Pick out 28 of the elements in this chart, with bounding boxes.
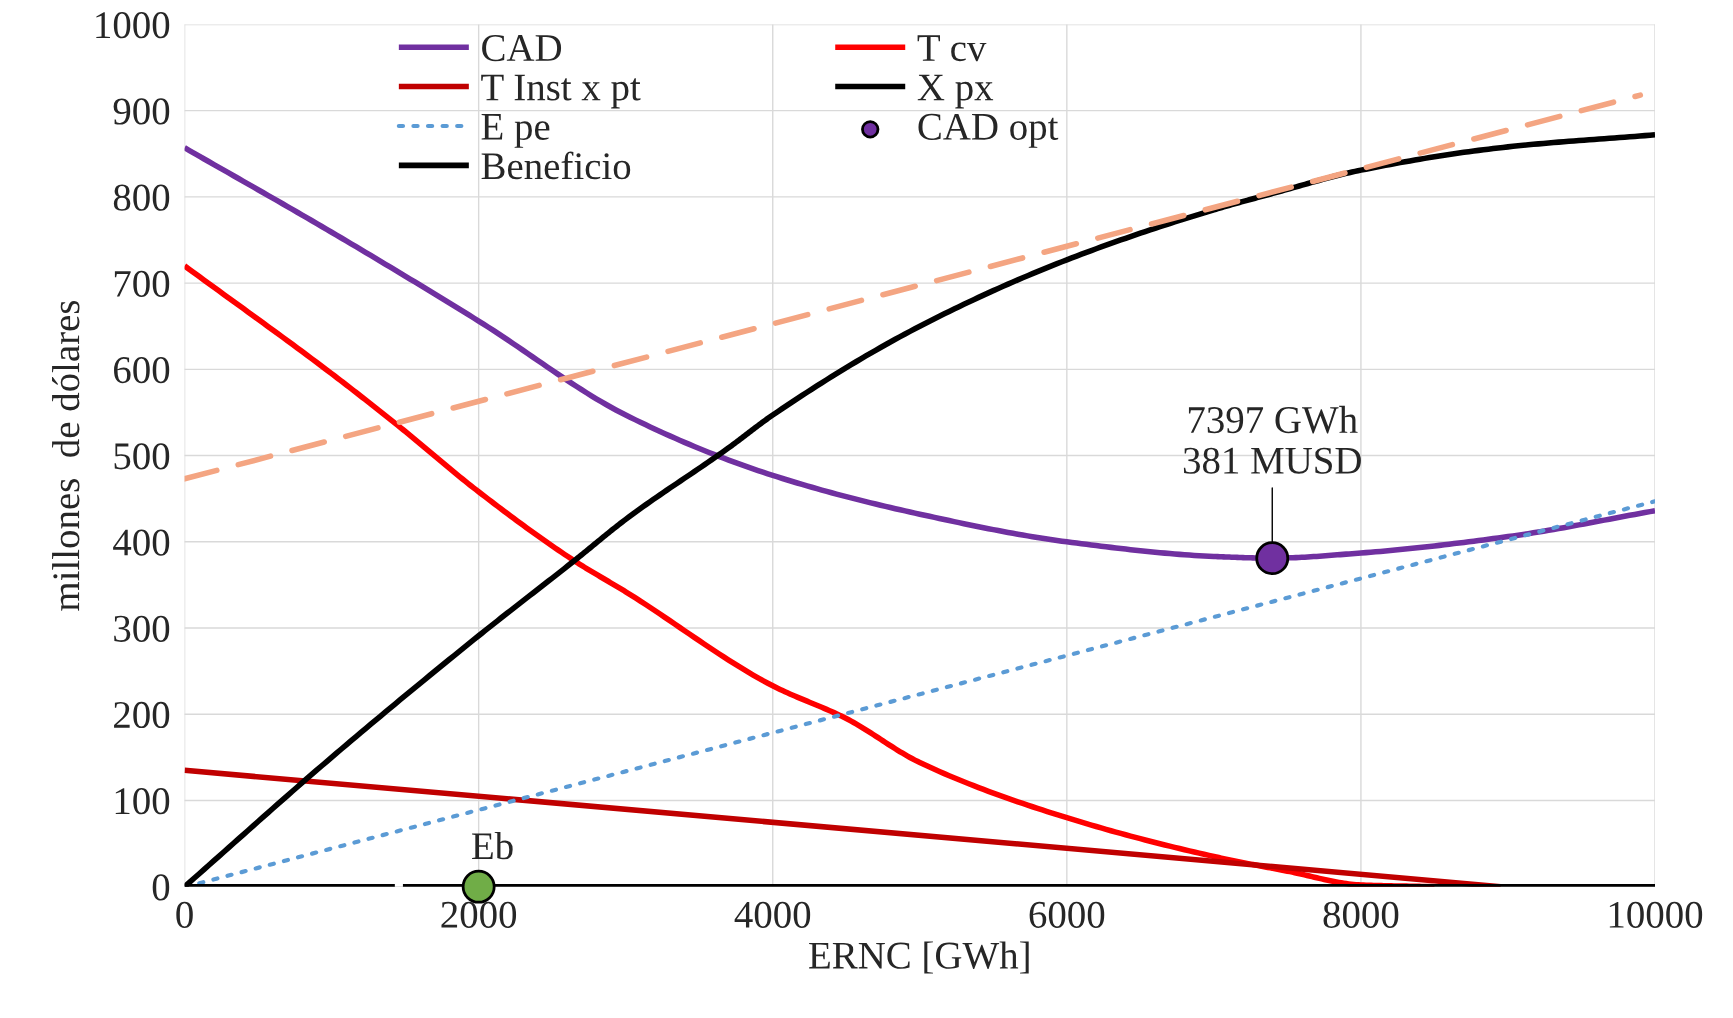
legend-label: T cv: [917, 35, 987, 62]
y-tick-label: 900: [113, 98, 170, 125]
y-tick-label: 200: [114, 701, 170, 729]
y-tick-label: 300: [114, 615, 170, 642]
x-tick-label: 6000: [1029, 901, 1105, 928]
x-tick-label: 10000: [1609, 901, 1703, 928]
legend-label: E pe: [481, 114, 550, 148]
y-tick-label: 500: [114, 443, 170, 470]
x-tick-label: 2000: [441, 901, 517, 928]
legend-label: Beneficio: [481, 151, 631, 180]
x-tick-label: 8000: [1323, 901, 1399, 928]
y-tick-label: 1000: [96, 12, 170, 39]
legend-label: CAD opt: [918, 113, 1059, 148]
y-tick-label: 0: [152, 874, 170, 901]
x-axis-title: ERNC [GWh]: [809, 941, 1029, 974]
legend-label: X px: [917, 74, 994, 109]
x-tick-label: 4000: [734, 901, 811, 928]
y-tick-label: 100: [115, 788, 170, 815]
annotation: Eb: [472, 831, 513, 860]
legend-label: CAD: [482, 35, 562, 62]
y-tick-label: 400: [113, 529, 170, 556]
y-tick-label: 700: [114, 270, 170, 297]
y-tick-label: 800: [113, 184, 170, 211]
y-axis-title: millones de dólares: [52, 300, 80, 611]
legend-label: T Inst x pt: [481, 74, 641, 109]
y-tick-label: 600: [114, 356, 170, 384]
x-tick-label: 0: [176, 901, 193, 928]
annotation: 7397 GWh 381 MUSD: [1183, 405, 1361, 474]
